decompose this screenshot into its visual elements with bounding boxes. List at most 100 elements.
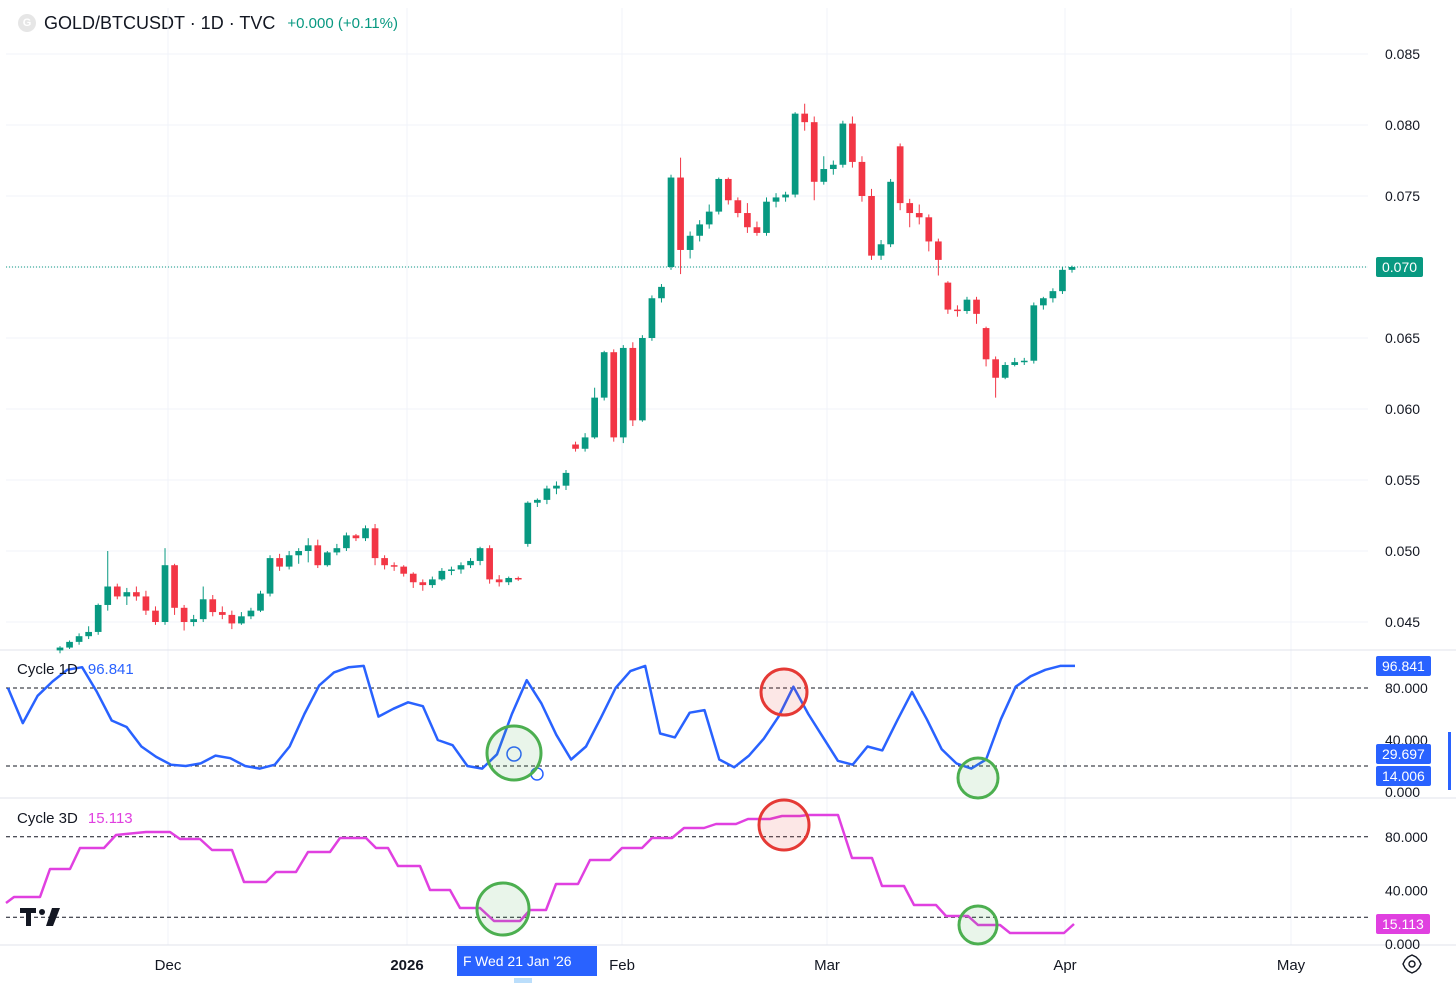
candle-body xyxy=(1068,267,1076,270)
candle-body xyxy=(476,548,484,561)
time-axis-label: Mar xyxy=(814,957,840,974)
price-tick-label: 0.050 xyxy=(1385,543,1420,559)
candle-body xyxy=(1030,305,1038,361)
candle-body xyxy=(152,610,159,622)
candle-body xyxy=(839,123,847,165)
cycle-3d-badge: 15.113 xyxy=(1376,914,1430,934)
candle-body xyxy=(400,566,408,574)
symbol-title[interactable]: GOLD/BTCUSDT · 1D · TVC xyxy=(44,12,276,33)
cycle-1d-legend[interactable]: Cycle 1D 96.841 xyxy=(17,661,134,678)
candle-body xyxy=(744,213,751,228)
candle-body xyxy=(543,488,551,500)
candle-body xyxy=(505,577,513,583)
candle-body xyxy=(524,502,532,544)
candle-body xyxy=(1040,298,1047,306)
candle-body xyxy=(75,636,83,642)
crosshair-date-text: Wed 21 Jan '26 xyxy=(475,953,572,969)
cycle-3d-legend[interactable]: Cycle 3D 15.113 xyxy=(17,810,133,827)
candle-body xyxy=(56,647,64,651)
candle-body xyxy=(973,299,980,314)
candle-body xyxy=(314,545,322,566)
cycle-1d-badge-value: 96.841 xyxy=(1376,656,1431,676)
time-axis-label: May xyxy=(1277,957,1306,974)
candle-body xyxy=(218,612,226,615)
gear-icon[interactable] xyxy=(1402,954,1422,974)
candle-body xyxy=(982,328,990,360)
crosshair-axis-marker xyxy=(514,978,532,983)
candle-body xyxy=(304,545,312,551)
cycle-1d-badge-lower: 14.006 xyxy=(1376,766,1431,786)
candle-body xyxy=(1020,360,1028,363)
cycle-high-highlight-circle xyxy=(759,667,809,717)
candle-body xyxy=(409,573,417,583)
crosshair-point-marker xyxy=(506,746,522,762)
candle-body xyxy=(562,472,570,486)
candle-body xyxy=(534,499,541,503)
candle-body xyxy=(438,570,446,580)
candle-body xyxy=(381,558,388,566)
cycle-3d-name: Cycle 3D xyxy=(17,810,78,827)
candle-body xyxy=(448,569,455,571)
candle-body xyxy=(133,592,140,597)
candle-body xyxy=(495,579,503,583)
last-price-tag: 0.070 xyxy=(1376,257,1424,277)
candle-body xyxy=(486,548,493,580)
candle-body xyxy=(896,146,904,204)
candle-body xyxy=(581,437,589,449)
cycle-1d-tick-label: 0.000 xyxy=(1385,784,1420,800)
cycle-3d-value: 15.113 xyxy=(87,810,133,827)
price-change: +0.000 (+0.11%) xyxy=(287,14,399,32)
chart-header: G GOLD/BTCUSDT · 1D · TVC +0.000 (+0.11%… xyxy=(18,11,398,35)
candle-body xyxy=(600,352,608,398)
candle-body xyxy=(715,178,723,212)
candle-body xyxy=(343,535,350,549)
candle-body xyxy=(925,217,933,242)
candle-body xyxy=(906,203,914,214)
candle-body xyxy=(868,196,875,256)
candle-body xyxy=(123,592,131,597)
candle-body xyxy=(333,548,341,553)
candle-body xyxy=(467,560,474,566)
candle-body xyxy=(724,178,732,201)
cycle-1d-name: Cycle 1D xyxy=(17,661,78,678)
candle-body xyxy=(667,177,675,267)
candle-body xyxy=(610,352,618,438)
cycle-3d-line xyxy=(5,813,1075,935)
crosshair-date-prefix: F xyxy=(463,953,472,969)
cycle-low-highlight-circle xyxy=(485,724,543,782)
crosshair-date-label: F Wed 21 Jan '26 xyxy=(457,946,597,976)
cycle-1d-value: 96.841 xyxy=(87,661,134,678)
candle-body xyxy=(696,224,704,236)
candle-body xyxy=(772,197,780,202)
candle-body xyxy=(954,309,961,312)
time-axis-label: Feb xyxy=(609,957,635,974)
candle-body xyxy=(753,227,761,233)
candle-body xyxy=(963,299,971,312)
candle-body xyxy=(791,113,799,195)
candle-body xyxy=(276,558,283,567)
candle-body xyxy=(629,347,637,421)
candle-body xyxy=(228,614,236,624)
candle-body xyxy=(677,177,684,250)
candle-body xyxy=(113,586,121,597)
time-axis-label: 2026 xyxy=(390,957,423,974)
price-tick-label: 0.065 xyxy=(1385,330,1420,346)
candle-body xyxy=(419,582,427,586)
tradingview-logo-icon[interactable] xyxy=(20,906,60,928)
cycle-low-highlight-circle xyxy=(475,881,531,937)
candle-body xyxy=(992,359,999,378)
price-tick-label: 0.045 xyxy=(1385,614,1420,630)
cycle-1d-range-marker xyxy=(1448,732,1451,790)
candle-body xyxy=(782,194,789,198)
candle-body xyxy=(238,616,245,624)
price-tick-label: 0.060 xyxy=(1385,401,1420,417)
candle-body xyxy=(371,528,379,559)
candle-body xyxy=(820,169,828,182)
candle-body xyxy=(829,164,837,170)
cycle-1d-tick-label: 80.000 xyxy=(1385,680,1428,696)
candle-body xyxy=(295,551,303,556)
cycle-3d-tick-label: 80.000 xyxy=(1385,829,1428,845)
candle-body xyxy=(161,565,169,622)
candle-body xyxy=(1049,291,1057,299)
